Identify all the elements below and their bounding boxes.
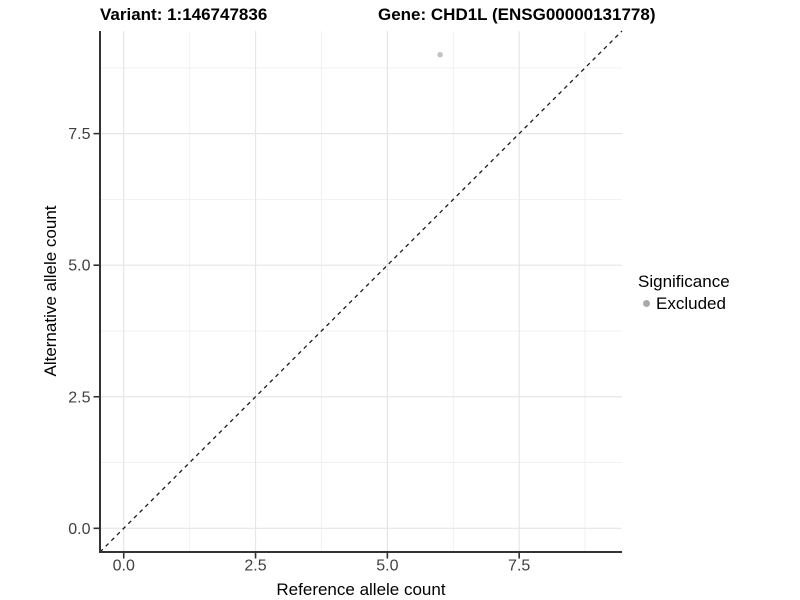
y-axis-title: Alternative allele count [41,205,60,377]
y-tick-label: 0.0 [68,521,90,538]
x-tick-label: 2.5 [244,558,266,575]
legend-title: Significance [638,272,730,291]
x-tick-label: 5.0 [376,558,398,575]
data-point [437,51,443,58]
legend-item-label: Excluded [656,294,726,313]
legend: Significance Excluded [638,272,730,313]
y-tick-label: 2.5 [68,389,90,406]
x-tick-label: 0.0 [113,558,135,575]
y-tick-label: 5.0 [68,258,90,275]
legend-item-excluded: Excluded [638,294,730,313]
plot-title-variant: Variant: 1:146747836 [100,5,268,24]
y-tick-label: 7.5 [68,126,90,143]
plot-title-gene: Gene: CHD1L (ENSG00000131778) [378,5,656,24]
x-axis-title: Reference allele count [276,580,446,599]
identity-line [99,30,623,553]
x-tick-label: 7.5 [508,558,530,575]
legend-key-dot-icon [643,300,650,307]
